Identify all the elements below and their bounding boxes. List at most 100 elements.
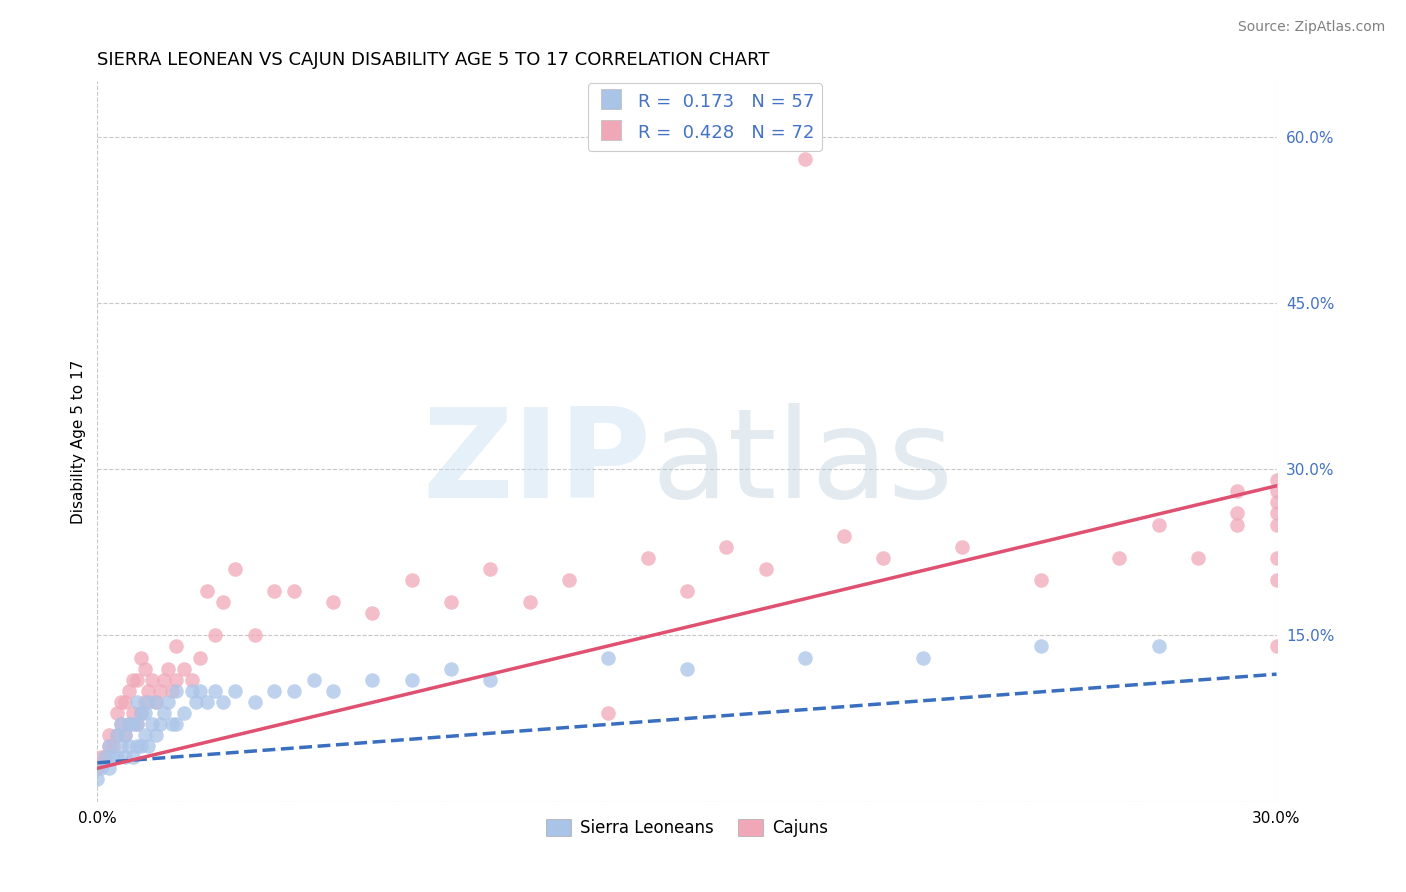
- Point: [212, 595, 235, 609]
- Point: [98, 761, 121, 775]
- Point: [479, 562, 502, 576]
- Point: [98, 728, 121, 742]
- Point: [94, 750, 117, 764]
- Point: [832, 528, 855, 542]
- Point: [145, 728, 167, 742]
- Point: [243, 628, 266, 642]
- Point: [90, 761, 112, 775]
- Point: [98, 739, 121, 754]
- Point: [118, 739, 141, 754]
- Point: [145, 695, 167, 709]
- Point: [138, 683, 160, 698]
- Point: [134, 706, 156, 720]
- Text: Source: ZipAtlas.com: Source: ZipAtlas.com: [1237, 20, 1385, 34]
- Point: [598, 650, 620, 665]
- Point: [101, 739, 124, 754]
- Point: [1029, 640, 1052, 654]
- Point: [114, 728, 136, 742]
- Point: [153, 706, 176, 720]
- Point: [121, 673, 143, 687]
- Text: atlas: atlas: [651, 402, 953, 524]
- Text: SIERRA LEONEAN VS CAJUN DISABILITY AGE 5 TO 17 CORRELATION CHART: SIERRA LEONEAN VS CAJUN DISABILITY AGE 5…: [97, 51, 770, 69]
- Point: [129, 706, 152, 720]
- Point: [243, 695, 266, 709]
- Point: [1265, 495, 1288, 509]
- Point: [145, 695, 167, 709]
- Point: [101, 750, 124, 764]
- Point: [165, 717, 187, 731]
- Point: [160, 717, 183, 731]
- Point: [1265, 484, 1288, 499]
- Point: [479, 673, 502, 687]
- Point: [322, 595, 344, 609]
- Point: [118, 683, 141, 698]
- Point: [263, 584, 285, 599]
- Point: [141, 717, 163, 731]
- Y-axis label: Disability Age 5 to 17: Disability Age 5 to 17: [72, 359, 86, 524]
- Point: [204, 628, 226, 642]
- Text: ZIP: ZIP: [423, 402, 651, 524]
- Point: [141, 673, 163, 687]
- Point: [114, 750, 136, 764]
- Point: [637, 550, 659, 565]
- Point: [98, 739, 121, 754]
- Point: [676, 662, 699, 676]
- Point: [401, 673, 423, 687]
- Point: [125, 739, 148, 754]
- Point: [105, 728, 128, 742]
- Point: [1226, 517, 1249, 532]
- Point: [121, 706, 143, 720]
- Point: [322, 683, 344, 698]
- Legend: Sierra Leoneans, Cajuns: Sierra Leoneans, Cajuns: [540, 812, 834, 844]
- Point: [558, 573, 581, 587]
- Point: [118, 717, 141, 731]
- Point: [204, 683, 226, 698]
- Point: [197, 695, 219, 709]
- Point: [1147, 517, 1170, 532]
- Point: [401, 573, 423, 587]
- Point: [149, 683, 172, 698]
- Point: [165, 673, 187, 687]
- Point: [224, 562, 246, 576]
- Point: [180, 673, 202, 687]
- Point: [134, 695, 156, 709]
- Point: [519, 595, 541, 609]
- Point: [1265, 517, 1288, 532]
- Point: [134, 662, 156, 676]
- Point: [1147, 640, 1170, 654]
- Point: [283, 683, 305, 698]
- Point: [86, 772, 108, 787]
- Point: [173, 662, 195, 676]
- Point: [125, 717, 148, 731]
- Point: [1265, 573, 1288, 587]
- Point: [1265, 550, 1288, 565]
- Point: [90, 750, 112, 764]
- Point: [1226, 484, 1249, 499]
- Point: [86, 761, 108, 775]
- Point: [114, 695, 136, 709]
- Point: [1265, 507, 1288, 521]
- Point: [138, 739, 160, 754]
- Point: [129, 650, 152, 665]
- Point: [793, 650, 815, 665]
- Point: [1265, 473, 1288, 487]
- Point: [302, 673, 325, 687]
- Point: [212, 695, 235, 709]
- Point: [950, 540, 973, 554]
- Point: [157, 695, 180, 709]
- Point: [134, 728, 156, 742]
- Point: [114, 728, 136, 742]
- Point: [153, 673, 176, 687]
- Point: [911, 650, 934, 665]
- Point: [121, 717, 143, 731]
- Point: [125, 695, 148, 709]
- Point: [125, 717, 148, 731]
- Point: [118, 717, 141, 731]
- Point: [121, 750, 143, 764]
- Point: [188, 650, 211, 665]
- Point: [157, 662, 180, 676]
- Point: [1108, 550, 1130, 565]
- Point: [173, 706, 195, 720]
- Point: [105, 706, 128, 720]
- Point: [165, 640, 187, 654]
